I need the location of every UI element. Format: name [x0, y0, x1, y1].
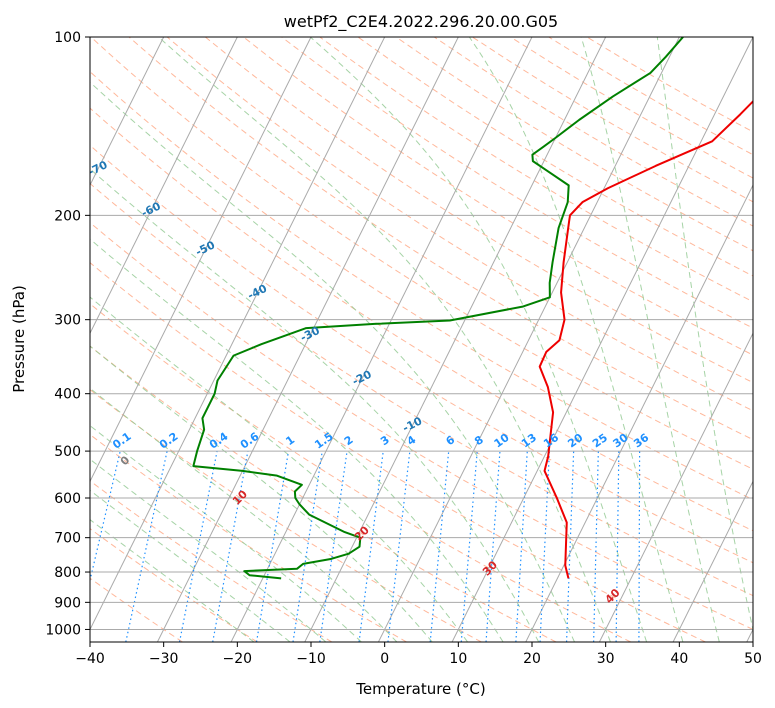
x-tick-label: −40 — [75, 651, 105, 667]
mixing-ratio-line — [387, 451, 411, 642]
x-tick-label: 10 — [449, 651, 467, 667]
isotherm-line — [90, 37, 238, 335]
temperature-line — [538, 99, 753, 579]
x-tick-label: −30 — [149, 651, 179, 667]
chart-title: wetPf2_C2E4.2022.296.20.00.G05 — [284, 12, 558, 32]
mixing-ratio-line — [429, 451, 450, 642]
moist-adiabat — [656, 37, 753, 632]
dry-adiabat — [90, 480, 333, 642]
y-tick-label: 1000 — [45, 622, 81, 638]
mixing-ratio-line — [255, 451, 290, 642]
moist-adiabat — [90, 424, 362, 642]
isotherm-line — [90, 37, 165, 187]
background-lines — [90, 37, 753, 642]
y-tick-label: 600 — [54, 491, 81, 507]
mixing-ratio-line — [125, 450, 168, 642]
dry-adiabat — [319, 37, 753, 303]
series-layer — [192, 37, 753, 580]
y-tick-label: 800 — [54, 565, 81, 581]
x-tick-label: 0 — [380, 651, 389, 667]
y-tick-label: 200 — [54, 208, 81, 224]
dry-adiabat — [90, 345, 557, 642]
x-axis-label: Temperature (°C) — [355, 680, 485, 698]
dry-adiabat — [90, 262, 706, 642]
moist-adiabat — [90, 168, 540, 642]
moist-adiabat — [310, 37, 648, 642]
isotherm-line — [451, 37, 753, 642]
mixing-ratio-line — [485, 451, 501, 642]
moist-adiabat — [90, 81, 575, 642]
dry-adiabat — [90, 71, 753, 501]
moist-adiabat — [580, 37, 720, 642]
isotherm-line — [377, 37, 680, 642]
mixing-ratio-line — [638, 451, 641, 642]
y-tick-label: 500 — [54, 444, 81, 460]
dry-adiabat — [90, 221, 753, 631]
y-tick-label: 900 — [54, 595, 81, 611]
dry-adiabat — [243, 37, 753, 356]
x-tick-label: 40 — [670, 651, 688, 667]
mixing-ratio-line — [565, 451, 575, 642]
mixing-ratio-line — [358, 451, 384, 642]
plot-frame — [89, 36, 754, 643]
dry-adiabat — [90, 107, 753, 532]
y-axis-label: Pressure (hPa) — [10, 285, 28, 393]
mixing-ratio-line — [539, 451, 551, 642]
isotherm-line — [230, 37, 533, 642]
isotherm-line — [90, 37, 386, 631]
mixing-ratio-line — [319, 451, 348, 642]
moist-adiabat — [90, 238, 504, 642]
isotherm-line — [156, 37, 459, 642]
dewpoint-line — [192, 37, 684, 580]
moist-adiabat — [90, 345, 433, 642]
moist-adiabat — [158, 37, 611, 642]
isotherm-line — [525, 183, 753, 642]
y-tick-label: 700 — [54, 531, 81, 547]
mixing-ratio-line — [90, 450, 121, 583]
mixing-ratio-line — [460, 451, 478, 642]
y-tick-label: 400 — [54, 387, 81, 403]
x-axis: −40 −30 −20 −10 0 10 20 30 40 50 — [75, 642, 762, 667]
x-tick-label: 20 — [523, 651, 541, 667]
x-tick-label: −20 — [223, 651, 253, 667]
isotherm-line — [672, 480, 753, 642]
mixing-ratio-line — [615, 451, 620, 642]
dry-adiabat — [90, 182, 753, 597]
dry-adiabat — [90, 303, 631, 642]
moist-adiabat — [468, 37, 684, 642]
moist-adiabat — [90, 519, 255, 642]
x-tick-label: −10 — [296, 651, 326, 667]
mixing-ratio-line — [212, 450, 249, 642]
dry-adiabat — [90, 389, 482, 642]
mixing-ratio-line — [593, 451, 599, 642]
mixing-ratio-line — [515, 451, 528, 642]
y-tick-label: 100 — [54, 30, 81, 46]
moist-adiabat — [90, 458, 327, 642]
y-axis: 100 200 300 400 500 600 700 800 900 1000 — [45, 30, 90, 638]
isotherm-line — [598, 332, 753, 642]
dry-adiabat — [90, 144, 753, 564]
x-tick-label: 50 — [744, 651, 762, 667]
y-tick-label: 300 — [54, 313, 81, 329]
pressure-gridlines — [90, 37, 753, 630]
isotherm-line — [90, 37, 312, 483]
mixing-ratio-line — [292, 451, 323, 642]
mixing-ratio-line — [178, 450, 218, 642]
dry-adiabat — [90, 577, 183, 642]
dry-adiabat — [90, 37, 753, 470]
x-tick-label: 30 — [597, 651, 615, 667]
moist-adiabat — [90, 296, 469, 642]
